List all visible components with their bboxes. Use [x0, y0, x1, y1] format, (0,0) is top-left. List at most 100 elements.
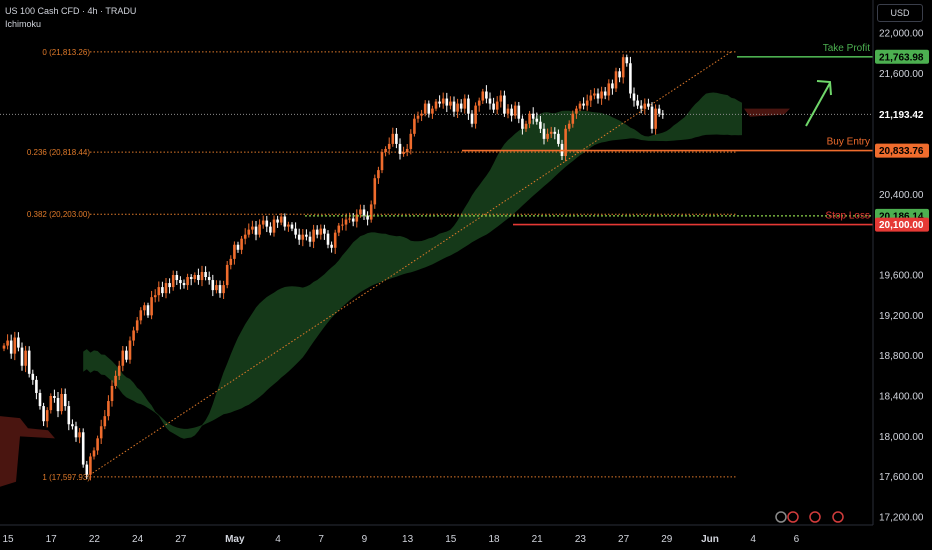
candle-body — [272, 219, 276, 233]
cloud-bear-future — [744, 108, 790, 117]
candle-body — [251, 226, 254, 230]
x-tick-label: 4 — [275, 534, 281, 545]
trade-levels: Take Profit Buy Entry Stop Loss — [305, 43, 873, 226]
candle-body — [463, 98, 467, 109]
candle-body — [96, 438, 99, 451]
x-tick-label: 15 — [2, 534, 14, 545]
candle-body — [643, 103, 647, 109]
candle-body — [279, 216, 283, 223]
candle-body — [63, 393, 67, 407]
candle-body — [200, 271, 204, 281]
candle-body — [290, 224, 294, 229]
candle-body — [639, 105, 643, 109]
candle-body — [207, 277, 211, 281]
candle-body — [67, 406, 71, 425]
candle-body — [369, 204, 373, 220]
x-tick-label: 18 — [488, 534, 500, 545]
candlesticks — [2, 54, 665, 481]
ichimoku-cloud — [0, 92, 790, 487]
fib-lines: 0 (21,813.26) 0.236 (20,818.44) 0.382 (20,… — [0, 48, 873, 482]
candle-body — [614, 71, 618, 89]
candle-body — [164, 283, 168, 294]
candle-body — [53, 396, 56, 399]
candle-body — [45, 410, 49, 422]
candle-body — [189, 277, 193, 280]
candle-body — [99, 426, 103, 439]
x-tick-label: 27 — [175, 534, 187, 545]
indicator-label[interactable]: Ichimoku — [5, 19, 42, 29]
currency-button[interactable]: USD — [877, 4, 923, 22]
candle-body — [416, 115, 420, 119]
candle-body — [146, 305, 150, 316]
candle-body — [229, 258, 233, 265]
candle-body — [9, 340, 13, 354]
candle-body — [629, 63, 632, 94]
candle-body — [107, 401, 110, 417]
candle-body — [549, 131, 553, 134]
fib-label: 0.236 (20,818.44) — [27, 148, 90, 157]
y-tick-label: 22,000.00 — [879, 29, 924, 40]
candle-body — [294, 228, 297, 235]
candle-body — [582, 103, 585, 106]
candle-body — [503, 95, 506, 114]
candle-body — [103, 416, 107, 427]
candle-body — [254, 226, 258, 235]
candle-body — [287, 224, 290, 227]
candle-body — [31, 373, 35, 380]
candle-body — [24, 350, 27, 366]
candle-body — [301, 234, 305, 240]
candle-body — [510, 108, 513, 116]
candle-body — [49, 396, 53, 411]
candle-body — [405, 148, 409, 152]
candle-body — [474, 105, 477, 124]
candle-body — [571, 113, 575, 124]
candle-body — [258, 224, 261, 235]
candle-body — [618, 71, 621, 78]
time-axis: 15 17 22 24 27 May 4 7 9 13 15 18 21 23 27 29 Jun 4 6 — [0, 511, 873, 545]
candle-body — [589, 95, 593, 101]
candle-body — [413, 118, 416, 134]
candle-body — [535, 118, 539, 122]
candle-body — [27, 350, 31, 374]
candle-body — [348, 218, 351, 220]
candle-body — [13, 337, 17, 354]
candle-body — [38, 392, 42, 407]
candle-body — [445, 98, 449, 106]
candle-body — [56, 398, 60, 412]
candle-body — [557, 133, 560, 144]
stop-loss-price-tag-bg — [875, 217, 929, 232]
fib-trend-line — [86, 51, 732, 478]
candle-body — [344, 219, 348, 225]
candle-body — [319, 228, 323, 235]
candle-body — [513, 105, 517, 116]
candle-body — [71, 424, 74, 427]
candle-body — [449, 101, 452, 106]
candle-body — [391, 133, 395, 144]
candle-body — [150, 297, 153, 316]
buy-entry-price-tag-bg — [875, 143, 929, 158]
fib-label: 1 (17,597.93) — [42, 473, 90, 482]
candle-body — [603, 91, 607, 96]
candle-body — [261, 220, 265, 225]
buy-entry-label: Buy Entry — [827, 137, 870, 148]
candle-body — [611, 83, 614, 89]
candle-body — [661, 113, 665, 115]
candle-body — [452, 101, 456, 112]
candle-body — [531, 113, 535, 119]
candle-body — [402, 151, 405, 154]
candle-body — [85, 464, 89, 475]
candle-body — [355, 214, 359, 222]
x-tick-label: 13 — [402, 534, 414, 545]
candle-body — [326, 233, 330, 245]
candle-body — [434, 101, 438, 109]
candle-body — [110, 385, 114, 402]
y-tick-label: 20,400.00 — [879, 190, 924, 201]
candle-body — [236, 244, 240, 250]
candle-body — [78, 432, 81, 438]
candle-body — [632, 93, 636, 101]
cloud-bull — [83, 92, 742, 439]
candle-body — [60, 393, 63, 412]
candle-body — [269, 226, 272, 233]
y-tick-label: 19,200.00 — [879, 311, 924, 322]
event-flag-icon — [775, 511, 787, 523]
